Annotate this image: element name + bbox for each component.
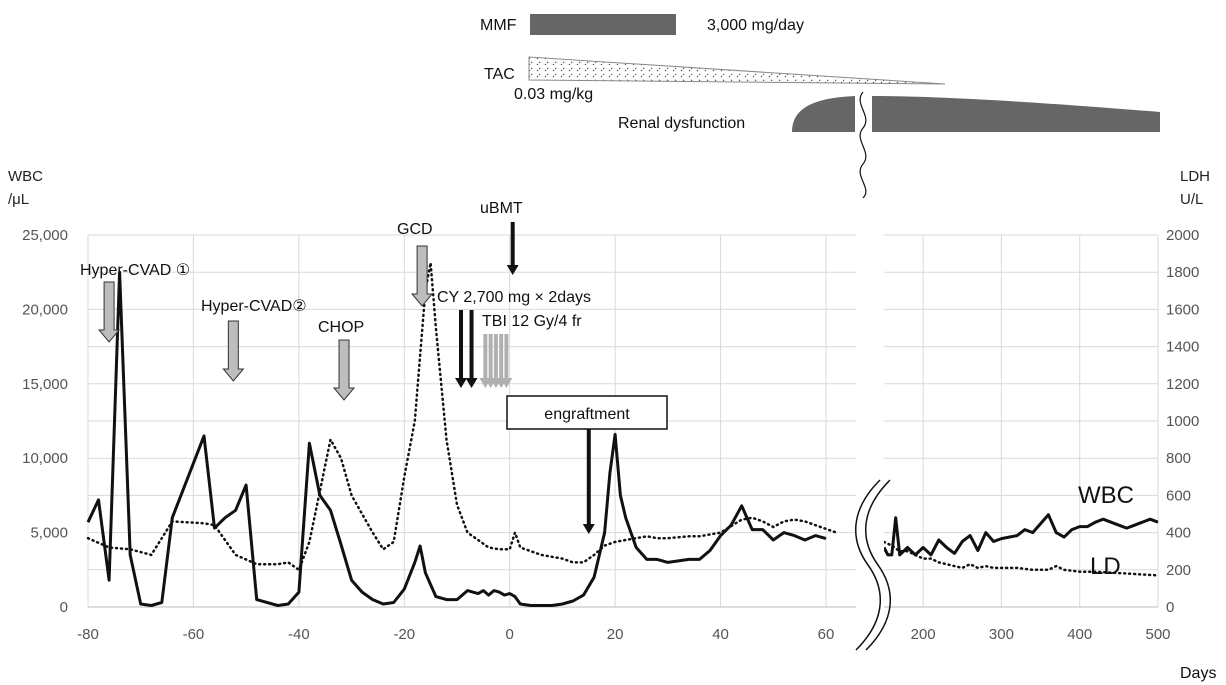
engraftment-box <box>506 395 668 430</box>
y-right-tick-label: 800 <box>1166 450 1191 467</box>
y-right-tick-label: 1000 <box>1166 413 1199 430</box>
x-tick-label: 0 <box>506 626 514 643</box>
axis-break <box>854 478 892 668</box>
y-left-tick-label: 0 <box>60 599 68 616</box>
renal-label: Renal dysfunction <box>618 115 745 132</box>
annotation-hyper-cvad-2: Hyper-CVAD② <box>201 298 307 315</box>
mmf-dose: 3,000 mg/day <box>707 17 804 34</box>
annotations: Hyper-CVAD ① Hyper-CVAD② CHOP GCD uBMT CY 2,7… <box>80 200 668 534</box>
x-tick-label: 300 <box>989 626 1014 643</box>
y-right-tick-label: 1200 <box>1166 376 1199 393</box>
renal-bar-left <box>792 96 855 132</box>
wbc-series-label: WBC <box>1078 482 1134 509</box>
y-left-tick-label: 20,000 <box>22 301 68 318</box>
x-tick-label: -40 <box>288 626 310 643</box>
arrow-chop <box>332 339 356 401</box>
annotation-cy: CY 2,700 mg × 2days <box>437 289 591 306</box>
tac-taper <box>528 56 946 85</box>
y-right-tick-label: 1600 <box>1166 301 1199 318</box>
y-left-tick-label: 15,000 <box>22 376 68 393</box>
y-right-title-1: LDH <box>1180 168 1210 185</box>
arrow-gcd <box>411 245 434 307</box>
tick-labels: 020040060080010001200140016001800200005,… <box>22 227 1199 643</box>
y-right-tick-label: 1400 <box>1166 339 1199 356</box>
y-right-tick-label: 600 <box>1166 487 1191 504</box>
y-left-tick-label: 25,000 <box>22 227 68 244</box>
x-tick-label: 20 <box>607 626 624 643</box>
annotation-gcd: GCD <box>397 221 433 238</box>
x-tick-label: -80 <box>77 626 99 643</box>
arrow-ubmt-head <box>506 265 519 275</box>
y-right-title-2: U/L <box>1180 191 1203 208</box>
arrow-tbi-head <box>500 378 513 388</box>
series-line-ld-right <box>882 540 1160 577</box>
x-tick-label: 500 <box>1145 626 1170 643</box>
renal-break-mark <box>859 91 867 199</box>
y-left-title-2: /μL <box>8 191 29 208</box>
y-left-tick-label: 10,000 <box>22 450 68 467</box>
annotation-engraftment: engraftment <box>544 406 630 423</box>
y-left-tick-label: 5,000 <box>30 525 68 542</box>
series-line-wbc-left <box>86 270 827 607</box>
arrow-cy-head <box>455 378 467 388</box>
x-axis-title: Days <box>1180 665 1216 682</box>
tac-label: TAC <box>484 66 515 83</box>
ld-series-label: LD <box>1090 553 1121 580</box>
arrow-engraftment-head <box>582 524 595 534</box>
y-left-title-1: WBC <box>8 168 43 185</box>
x-tick-label: 60 <box>818 626 835 643</box>
annotation-chop: CHOP <box>318 319 364 336</box>
series-line-ld-left <box>86 262 838 572</box>
x-tick-label: 400 <box>1067 626 1092 643</box>
annotation-ubmt: uBMT <box>480 200 523 217</box>
top-panel: MMF 3,000 mg/day TAC 0.03 mg/kg Renal dy… <box>480 14 1160 199</box>
arrow-cy-head <box>465 378 478 388</box>
y-right-tick-label: 200 <box>1166 562 1191 579</box>
x-tick-label: -60 <box>183 626 205 643</box>
series-line-wbc-right <box>882 513 1159 557</box>
mmf-label: MMF <box>480 17 517 34</box>
arrow-hyper-cvad-2 <box>222 320 245 382</box>
y-right-tick-label: 1800 <box>1166 264 1199 281</box>
renal-bar-right <box>872 96 1160 132</box>
x-tick-label: 200 <box>911 626 936 643</box>
annotation-tbi: TBI 12 Gy/4 fr <box>482 313 582 330</box>
y-right-tick-label: 0 <box>1166 599 1174 616</box>
series <box>86 262 1160 607</box>
mmf-bar <box>530 14 676 35</box>
y-right-tick-label: 400 <box>1166 525 1191 542</box>
x-tick-label: -20 <box>393 626 415 643</box>
y-right-tick-label: 2000 <box>1166 227 1199 244</box>
x-tick-label: 40 <box>712 626 729 643</box>
tac-dose: 0.03 mg/kg <box>514 86 593 103</box>
annotation-hyper-cvad-1: Hyper-CVAD ① <box>80 262 190 279</box>
arrow-hyper-cvad-1 <box>98 281 121 343</box>
